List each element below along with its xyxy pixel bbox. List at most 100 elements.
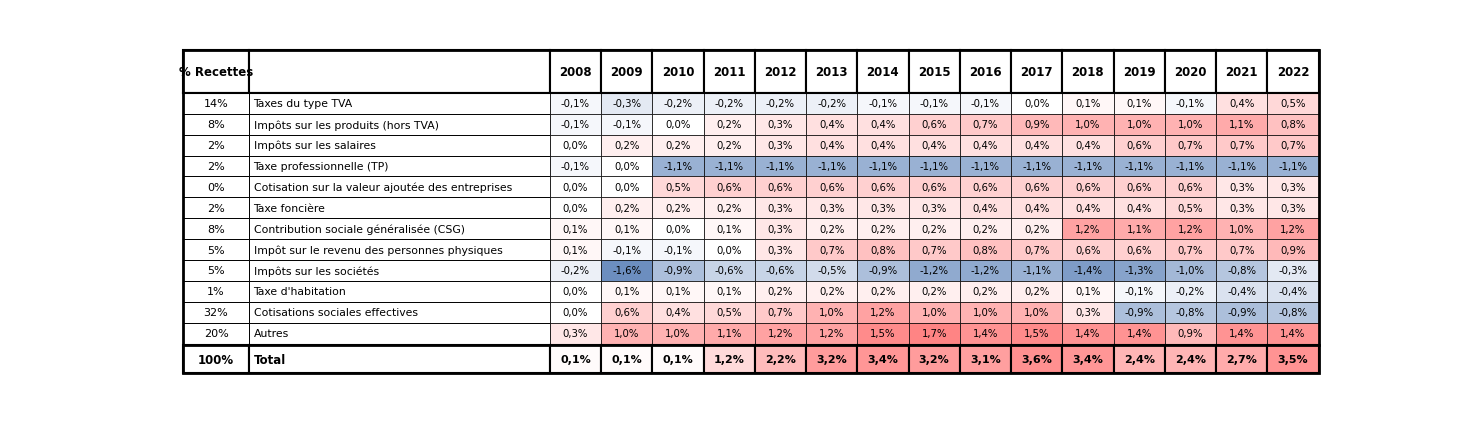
- Text: -0,2%: -0,2%: [664, 99, 693, 109]
- Bar: [1062, 115, 1113, 135]
- Bar: [857, 323, 908, 344]
- Text: 1,1%: 1,1%: [1127, 224, 1151, 234]
- Bar: [857, 198, 908, 219]
- Text: 0,9%: 0,9%: [1280, 245, 1305, 255]
- Text: -0,1%: -0,1%: [561, 162, 590, 172]
- Bar: [652, 345, 703, 373]
- Bar: [652, 219, 703, 239]
- Text: 0,2%: 0,2%: [665, 203, 690, 213]
- Bar: [652, 51, 703, 94]
- Bar: [183, 345, 249, 373]
- Text: 2,4%: 2,4%: [1175, 354, 1206, 364]
- Text: -0,1%: -0,1%: [664, 245, 693, 255]
- Bar: [960, 115, 1011, 135]
- Text: 0,9%: 0,9%: [1178, 328, 1203, 338]
- Bar: [1267, 323, 1318, 344]
- Bar: [960, 94, 1011, 115]
- Bar: [1113, 94, 1165, 115]
- Text: -1,1%: -1,1%: [1023, 266, 1052, 276]
- Bar: [1216, 156, 1267, 177]
- Text: -0,2%: -0,2%: [817, 99, 847, 109]
- Bar: [1011, 219, 1062, 239]
- Bar: [857, 51, 908, 94]
- Bar: [857, 135, 908, 156]
- Bar: [549, 345, 601, 373]
- Text: -1,0%: -1,0%: [1176, 266, 1204, 276]
- Bar: [601, 94, 652, 115]
- Bar: [1113, 198, 1165, 219]
- Text: -1,1%: -1,1%: [1228, 162, 1256, 172]
- Bar: [754, 302, 806, 323]
- Bar: [1216, 198, 1267, 219]
- Bar: [1267, 135, 1318, 156]
- Bar: [249, 115, 549, 135]
- Bar: [1165, 323, 1216, 344]
- Bar: [1011, 51, 1062, 94]
- Text: 0,6%: 0,6%: [1127, 182, 1151, 193]
- Text: 1,0%: 1,0%: [1127, 120, 1151, 130]
- Bar: [960, 51, 1011, 94]
- Text: -0,5%: -0,5%: [817, 266, 847, 276]
- Bar: [1165, 198, 1216, 219]
- Bar: [908, 94, 960, 115]
- Text: 0,3%: 0,3%: [1229, 182, 1254, 193]
- Bar: [1113, 115, 1165, 135]
- Bar: [249, 156, 549, 177]
- Bar: [249, 239, 549, 260]
- Bar: [806, 281, 857, 302]
- Bar: [652, 177, 703, 198]
- Text: 3,1%: 3,1%: [970, 354, 1001, 364]
- Text: 0,2%: 0,2%: [614, 141, 639, 151]
- Text: 0,4%: 0,4%: [973, 203, 998, 213]
- Text: 2015: 2015: [919, 66, 951, 79]
- Text: 32%: 32%: [204, 308, 229, 317]
- Text: 0,4%: 0,4%: [921, 141, 946, 151]
- Bar: [1011, 302, 1062, 323]
- Text: 2,4%: 2,4%: [1124, 354, 1154, 364]
- Bar: [1011, 281, 1062, 302]
- Text: Contribution sociale généralisée (CSG): Contribution sociale généralisée (CSG): [253, 224, 464, 234]
- Bar: [183, 302, 249, 323]
- Bar: [960, 219, 1011, 239]
- Text: -1,1%: -1,1%: [971, 162, 1001, 172]
- Bar: [703, 323, 754, 344]
- Text: 0,2%: 0,2%: [716, 141, 741, 151]
- Text: 0,1%: 0,1%: [1075, 287, 1100, 296]
- Text: 0,3%: 0,3%: [1075, 308, 1100, 317]
- Text: 1,4%: 1,4%: [1229, 328, 1254, 338]
- Text: 0,1%: 0,1%: [560, 354, 590, 364]
- Bar: [703, 281, 754, 302]
- Bar: [183, 94, 249, 115]
- Text: 0,4%: 0,4%: [819, 120, 844, 130]
- Text: 0,4%: 0,4%: [870, 120, 895, 130]
- Bar: [857, 281, 908, 302]
- Text: -1,3%: -1,3%: [1125, 266, 1153, 276]
- Bar: [1062, 135, 1113, 156]
- Bar: [183, 135, 249, 156]
- Bar: [1267, 302, 1318, 323]
- Text: 0,1%: 0,1%: [662, 354, 693, 364]
- Text: 2,2%: 2,2%: [765, 354, 795, 364]
- Bar: [1267, 281, 1318, 302]
- Text: -0,1%: -0,1%: [561, 120, 590, 130]
- Bar: [857, 260, 908, 281]
- Text: 2019: 2019: [1122, 66, 1156, 79]
- Bar: [183, 156, 249, 177]
- Text: 0,3%: 0,3%: [1280, 203, 1305, 213]
- Text: 0,4%: 0,4%: [819, 141, 844, 151]
- Bar: [183, 198, 249, 219]
- Bar: [249, 51, 549, 94]
- Bar: [549, 281, 601, 302]
- Text: 0,2%: 0,2%: [921, 224, 946, 234]
- Text: 0,1%: 0,1%: [614, 224, 639, 234]
- Text: 2018: 2018: [1071, 66, 1105, 79]
- Bar: [806, 239, 857, 260]
- Bar: [1216, 94, 1267, 115]
- Text: 0,2%: 0,2%: [819, 287, 844, 296]
- Bar: [754, 177, 806, 198]
- Bar: [806, 94, 857, 115]
- Bar: [908, 135, 960, 156]
- Text: 1,2%: 1,2%: [1178, 224, 1203, 234]
- Text: 5%: 5%: [207, 245, 224, 255]
- Text: 0,1%: 0,1%: [563, 245, 587, 255]
